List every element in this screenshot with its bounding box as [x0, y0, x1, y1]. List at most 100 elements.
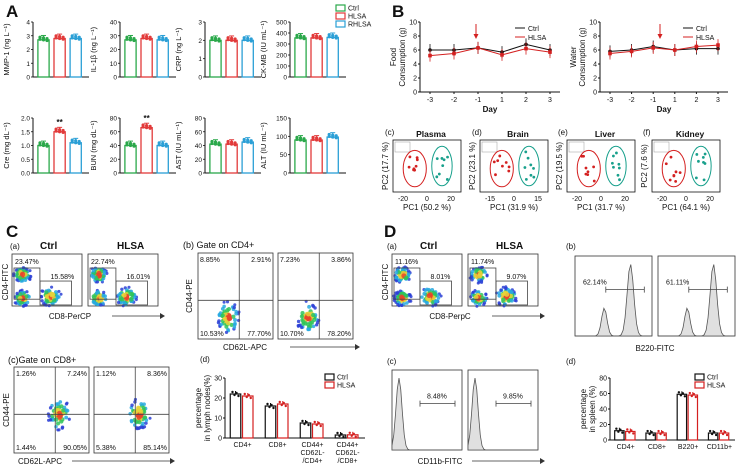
- y-tick-label: 1.5: [21, 129, 30, 136]
- flow-plot: [87, 253, 159, 308]
- density-dot: [503, 302, 507, 306]
- density-dot: [422, 291, 427, 296]
- density-dot: [471, 298, 476, 303]
- bar-hlsa: [53, 37, 66, 78]
- data-point: [38, 37, 42, 41]
- cluster-ellipse-hlsa: [576, 149, 601, 188]
- y-axis-label: in lymph nodes(%): [203, 375, 212, 442]
- d-sub-a: (a): [387, 242, 397, 251]
- density-dot: [233, 303, 237, 307]
- density-dot: [394, 270, 399, 275]
- x-axis-label: PC1 (64.1 %): [662, 203, 710, 212]
- density-dot: [59, 419, 64, 424]
- gate-percent: 11.74%: [471, 259, 494, 266]
- pca-point: [592, 179, 596, 183]
- axis-arrowhead: [170, 458, 175, 464]
- hist-frame: [657, 255, 736, 337]
- density-dot: [53, 290, 58, 294]
- density-dot: [138, 409, 144, 415]
- quadrant-percent: 10.70%: [280, 331, 304, 338]
- pca-point: [616, 173, 620, 177]
- data-point: [61, 37, 65, 41]
- x-tick-label: 2: [694, 97, 698, 104]
- x-tick-label: 20: [621, 196, 629, 203]
- data-point: [648, 432, 651, 436]
- density-dot: [48, 418, 53, 422]
- data-point: [54, 129, 58, 133]
- density-dot: [59, 292, 63, 296]
- bar-chart-A-AST: [203, 117, 261, 174]
- data-point: [74, 141, 78, 145]
- bar-hlsa: [140, 126, 153, 174]
- data-point: [630, 429, 633, 432]
- data-point: [476, 46, 480, 50]
- density-dot: [497, 291, 501, 295]
- data-point: [125, 143, 129, 147]
- legend-label: RHLSA: [348, 22, 372, 29]
- data-point: [270, 403, 273, 407]
- data-point: [243, 392, 246, 396]
- density-dot: [67, 417, 71, 421]
- density-dot: [102, 290, 106, 295]
- data-point: [61, 130, 65, 135]
- pca-point: [674, 170, 678, 174]
- cluster-ellipse-ctrl: [690, 145, 712, 187]
- series-line-ctrl: [430, 43, 551, 53]
- density-dot: [148, 416, 152, 420]
- hist-curve: [391, 377, 462, 451]
- density-dot: [58, 412, 64, 418]
- density-dot: [231, 314, 236, 319]
- density-dot: [307, 327, 312, 332]
- y-tick-label: 1.0: [21, 143, 30, 150]
- y-tick-label: 2: [26, 47, 30, 54]
- density-dot: [55, 421, 61, 426]
- c-sub-a: (a): [10, 242, 20, 251]
- hist-percent: 62.14%: [583, 280, 607, 287]
- y-tick-label: 2: [593, 76, 597, 83]
- histogram: [391, 369, 463, 451]
- pca-point: [496, 159, 500, 163]
- y-tick-label: 20: [214, 396, 222, 403]
- density-dot: [477, 302, 482, 307]
- data-point: [233, 393, 236, 397]
- b-sub-c: (c): [385, 128, 395, 137]
- y-tick-label: 10: [409, 20, 417, 27]
- bar-ctrl: [676, 393, 688, 441]
- y-tick-label: 30: [110, 33, 118, 40]
- data-point: [690, 394, 694, 398]
- data-point: [725, 433, 729, 437]
- y-tick-label: 3: [26, 33, 30, 40]
- bar-hlsa: [53, 131, 66, 174]
- data-point: [617, 430, 620, 433]
- density-dot: [101, 293, 106, 298]
- density-dot: [91, 268, 96, 273]
- pca-point: [435, 175, 439, 179]
- data-point: [268, 405, 271, 409]
- data-point: [500, 53, 504, 57]
- density-dot: [225, 300, 230, 304]
- pca-point: [529, 173, 533, 177]
- quadrant-percent: 8.85%: [200, 257, 220, 264]
- pca-point: [584, 172, 588, 176]
- data-point: [319, 424, 322, 428]
- data-point: [683, 395, 687, 398]
- y-tick-label: 8: [413, 34, 417, 41]
- data-point: [327, 35, 331, 39]
- density-dot: [127, 285, 131, 289]
- d-sub-b: (b): [566, 242, 576, 251]
- density-dot: [19, 271, 26, 277]
- x-tick-label: 0: [684, 196, 688, 203]
- bar-chart-A-MMP1: [31, 21, 89, 78]
- data-point: [148, 126, 152, 130]
- legend-label: HLSA: [696, 35, 715, 42]
- data-point: [54, 36, 58, 40]
- y-tick-label: 30: [214, 376, 222, 383]
- data-point: [266, 402, 269, 406]
- pca-point: [618, 178, 621, 182]
- series-line-ctrl: [609, 45, 718, 52]
- bar-ctrl: [209, 143, 222, 174]
- pca-point: [526, 156, 530, 160]
- pca-point: [445, 178, 449, 181]
- quadrant-percent: 78.20%: [327, 331, 351, 338]
- pca-B-liver: [566, 139, 636, 193]
